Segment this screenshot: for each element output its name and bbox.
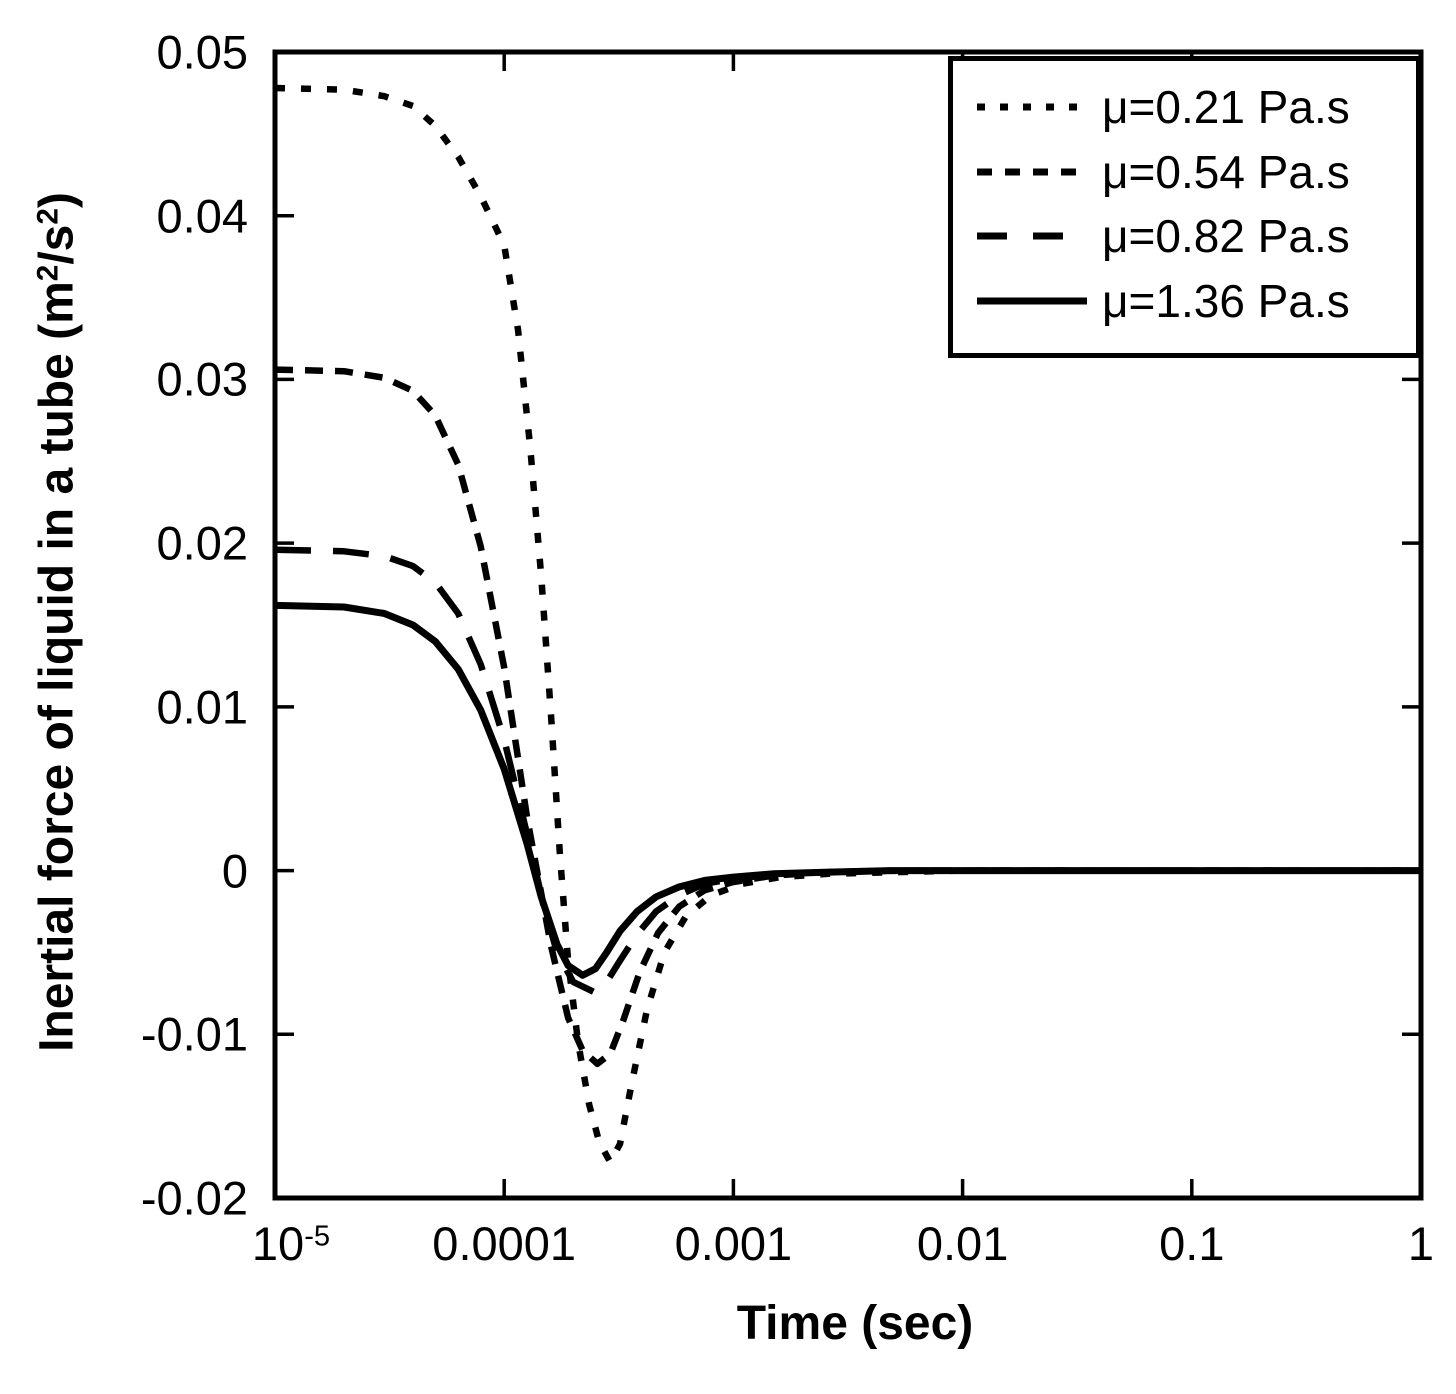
legend-entry: μ=0.82 Pa.s bbox=[975, 209, 1416, 263]
y-axis-title-sup2: 2 bbox=[31, 208, 65, 225]
y-axis-title-sup1: 2 bbox=[31, 264, 65, 282]
legend-label: μ=1.36 Pa.s bbox=[1102, 275, 1350, 328]
legend-entry: μ=1.36 Pa.s bbox=[975, 274, 1416, 328]
short-dash-line-sample bbox=[977, 168, 1087, 176]
series-mu-1.36 bbox=[274, 601, 1421, 979]
series-mu-0.21 bbox=[274, 84, 1421, 1166]
y-axis-title: Inertial force of liquid in a tube (m2/s… bbox=[30, 192, 85, 1052]
legend-entry: μ=0.21 Pa.s bbox=[975, 80, 1416, 134]
legend-label: μ=0.54 Pa.s bbox=[1102, 145, 1350, 198]
solid-line-sample bbox=[977, 297, 1087, 305]
y-axis-title-post: ) bbox=[30, 192, 84, 209]
legend-entry: μ=0.54 Pa.s bbox=[975, 145, 1416, 199]
y-axis-title-mid: /s bbox=[30, 224, 84, 265]
series-mu-0.82 bbox=[274, 546, 1421, 995]
dotted-line-sample bbox=[977, 103, 1087, 111]
legend: μ=0.21 Pa.s μ=0.54 Pa.s μ=0.82 Pa.s μ=1.36 … bbox=[948, 56, 1421, 358]
x-axis-title: Time (sec) bbox=[736, 1297, 974, 1350]
legend-label: μ=0.21 Pa.s bbox=[1102, 80, 1350, 133]
plot-frame bbox=[272, 49, 1424, 1201]
legend-label: μ=0.82 Pa.s bbox=[1102, 210, 1350, 263]
long-dash-line-sample bbox=[977, 232, 1087, 240]
y-axis-title-text: Inertial force of liquid in a tube (m bbox=[30, 281, 84, 1052]
series-mu-0.54 bbox=[274, 366, 1421, 1068]
